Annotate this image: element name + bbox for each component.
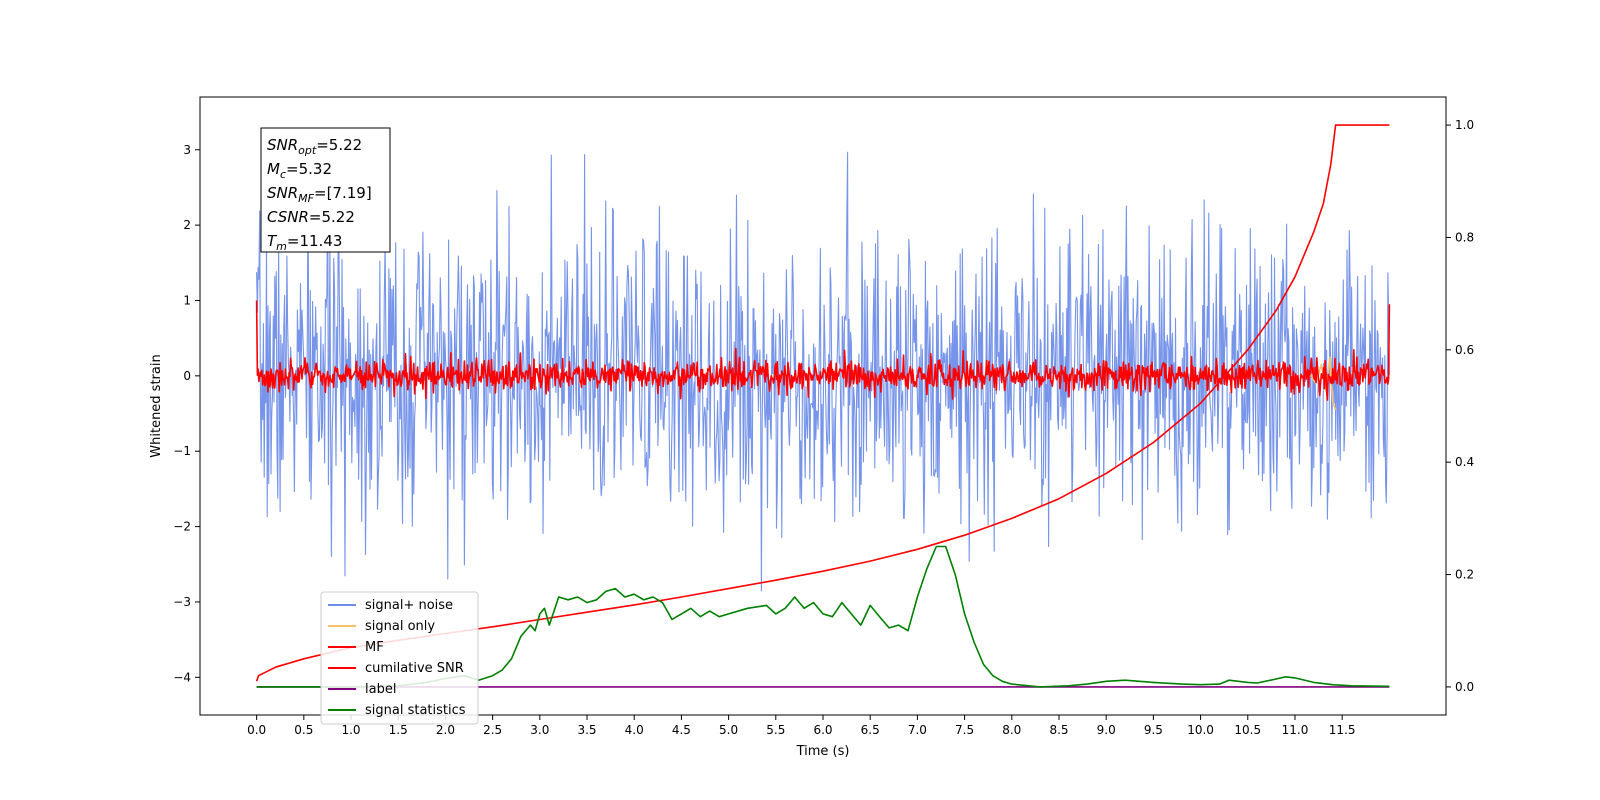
y-tick-label: −1 xyxy=(173,444,191,458)
series-mf xyxy=(255,300,1391,401)
y-tick-label: 2 xyxy=(183,218,191,232)
legend-label: MF xyxy=(365,640,384,655)
y-tick-label: 3 xyxy=(183,143,191,157)
annotation-line: Tm=11.43 xyxy=(267,232,342,253)
x-tick-label: 2.5 xyxy=(483,723,502,737)
y2-axis: 0.0 0.2 0.4 0.6 0.8 1.0 xyxy=(1446,118,1474,694)
series-signal-noise xyxy=(256,151,1390,592)
annotation-line: Mc=5.32 xyxy=(267,160,332,181)
x-tick-label: 4.5 xyxy=(672,723,691,737)
y-axis: −4 −3 −2 −1 0 1 2 3 xyxy=(173,143,200,684)
y2-tick-label: 0.0 xyxy=(1455,680,1474,694)
x-tick-label: 8.5 xyxy=(1049,723,1068,737)
x-tick-label: 1.5 xyxy=(389,723,408,737)
annotation-box: SNRopt=5.22 Mc=5.32 SNRMF=[7.19] CSNR=5.22 T… xyxy=(260,127,391,253)
y2-tick-label: 0.4 xyxy=(1455,455,1474,469)
x-tick-label: 8.0 xyxy=(1002,723,1021,737)
x-tick-label: 5.5 xyxy=(766,723,785,737)
x-tick-label: 0.0 xyxy=(247,723,266,737)
y2-tick-label: 0.6 xyxy=(1455,343,1474,357)
x-tick-label: 5.0 xyxy=(719,723,738,737)
x-tick-label: 7.5 xyxy=(955,723,974,737)
y2-tick-label: 0.2 xyxy=(1455,568,1474,582)
legend-frame xyxy=(320,591,479,725)
x-tick-label: 0.5 xyxy=(294,723,313,737)
y-tick-label: 1 xyxy=(183,293,191,307)
legend-label: label xyxy=(365,682,396,697)
y2-tick-label: 1.0 xyxy=(1455,118,1474,132)
x-axis-label: Time (s) xyxy=(796,744,850,759)
y-tick-label: 0 xyxy=(183,369,191,383)
y-tick-label: −4 xyxy=(173,670,191,684)
legend-label: cumilative SNR xyxy=(365,661,464,676)
annotation-line: CSNR=5.22 xyxy=(267,208,355,226)
x-tick-label: 2.0 xyxy=(436,723,455,737)
x-tick-label: 9.0 xyxy=(1097,723,1116,737)
annotation-line: SNRopt=5.22 xyxy=(267,136,362,157)
x-tick-label: 3.0 xyxy=(530,723,549,737)
series-signal-statistics xyxy=(256,545,1390,688)
annotation-line: SNRMF=[7.19] xyxy=(267,184,372,205)
x-tick-label: 7.0 xyxy=(908,723,927,737)
x-tick-label: 10.0 xyxy=(1187,723,1214,737)
y-tick-label: −3 xyxy=(173,595,191,609)
legend-label: signal+ noise xyxy=(365,598,453,613)
x-axis: 0.0 0.5 1.0 1.5 2.0 2.5 3.0 3.5 4.0 4.5 5.0 5.5 6.0 6… xyxy=(247,715,1356,737)
legend: signal+ noise signal only MF cumilative SNR… xyxy=(320,591,479,725)
x-tick-label: 4.0 xyxy=(625,723,644,737)
y-tick-label: −2 xyxy=(173,520,191,534)
legend-label: signal only xyxy=(365,619,435,634)
x-tick-label: 3.5 xyxy=(577,723,596,737)
annotation-frame xyxy=(260,127,391,253)
x-tick-label: 11.5 xyxy=(1329,723,1356,737)
x-tick-label: 10.5 xyxy=(1234,723,1261,737)
x-tick-label: 6.0 xyxy=(813,723,832,737)
x-tick-label: 6.5 xyxy=(861,723,880,737)
y-axis-label: Whitened strain xyxy=(149,354,164,457)
x-tick-label: 9.5 xyxy=(1144,723,1163,737)
x-tick-label: 11.0 xyxy=(1282,723,1309,737)
x-tick-label: 1.0 xyxy=(341,723,360,737)
y2-tick-label: 0.8 xyxy=(1455,230,1474,244)
legend-label: signal statistics xyxy=(365,703,466,718)
